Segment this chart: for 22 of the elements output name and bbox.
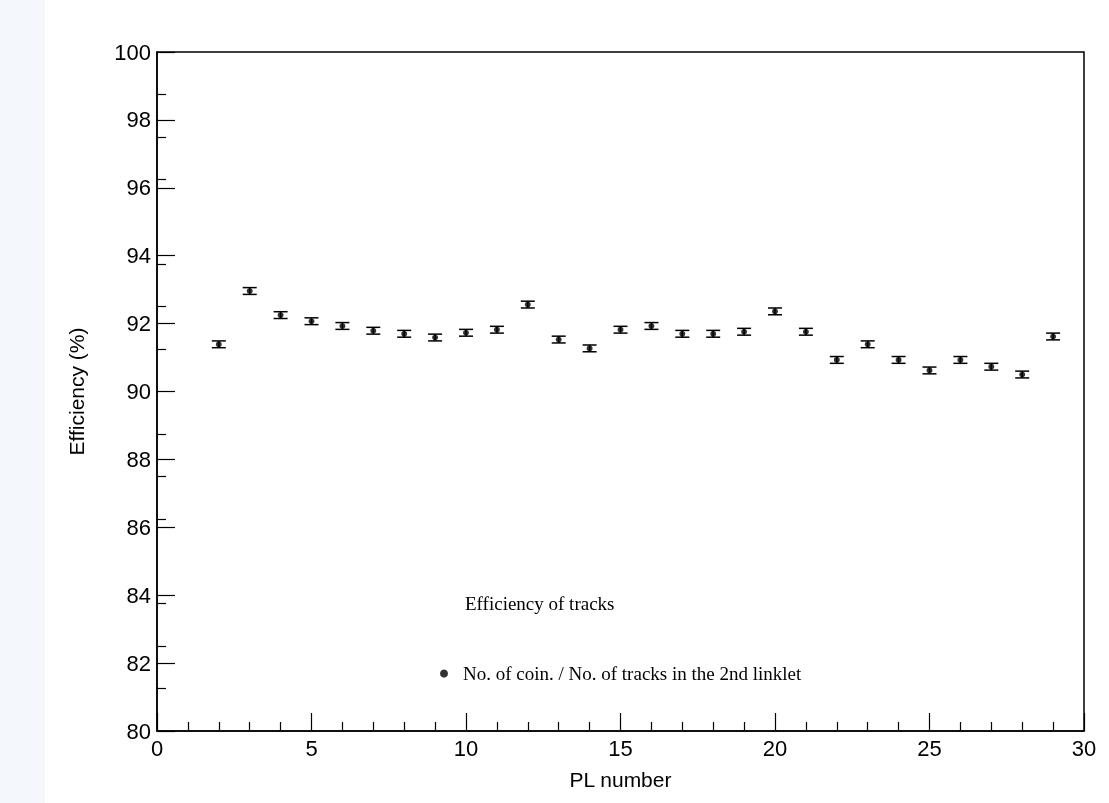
x-tick-label: 15	[608, 735, 633, 761]
y-tick-label: 92	[126, 311, 151, 337]
x-axis-title: PL number	[569, 768, 672, 791]
y-tick-label: 94	[126, 243, 151, 269]
y-axis-title: Efficiency (%)	[65, 327, 88, 456]
x-tick-label: 10	[453, 735, 479, 761]
legend-title: Efficiency of tracks	[465, 593, 615, 614]
y-tick-label: 88	[126, 446, 151, 472]
y-tick-label: 98	[126, 107, 151, 133]
y-tick-label: 96	[126, 175, 151, 201]
y-tick-label: 90	[126, 379, 151, 404]
y-tick-label: 82	[126, 650, 151, 676]
y-tick-label: 80	[126, 718, 151, 744]
x-tick-label: 25	[917, 735, 942, 761]
y-tick-label: 84	[126, 582, 151, 608]
y-tick-label: 100	[114, 39, 151, 65]
x-tick-label: 0	[150, 735, 164, 761]
y-tick-label: 86	[126, 514, 151, 540]
legend-label: No. of coin. / No. of tracks in the 2nd linklet	[463, 663, 802, 684]
x-tick-label: 30	[1071, 735, 1097, 761]
x-tick-label: 5	[305, 735, 318, 761]
x-tick-label: 20	[762, 735, 788, 761]
